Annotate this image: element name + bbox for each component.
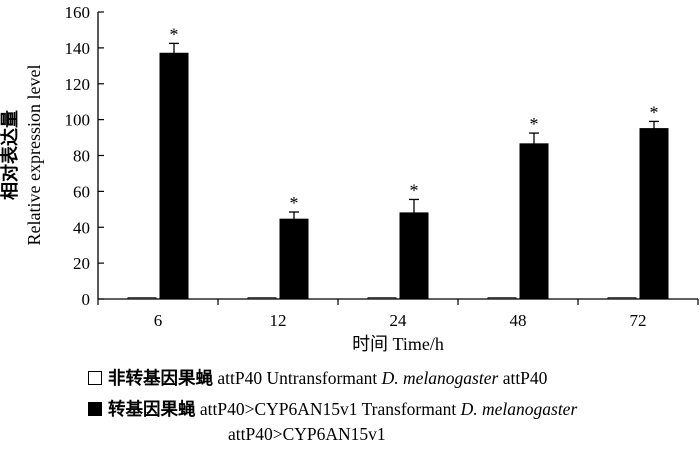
- bar-transformed: [159, 52, 189, 300]
- y-tick-label: 160: [65, 3, 91, 22]
- x-tick-label: 24: [390, 311, 408, 330]
- legend-swatch-untransformed: [88, 371, 102, 385]
- legend-en-suffix-transformed: attP40>CYP6AN15v1: [228, 424, 386, 444]
- x-tick-label: 12: [270, 311, 287, 330]
- significance-marker: *: [410, 180, 419, 200]
- x-tick-label: 72: [630, 311, 647, 330]
- x-tick-label: 48: [510, 311, 527, 330]
- significance-marker: *: [290, 193, 299, 213]
- y-tick-label: 120: [65, 75, 91, 94]
- bar-transformed: [639, 128, 669, 300]
- bar-transformed: [519, 143, 549, 300]
- bar-transformed: [279, 218, 309, 300]
- legend-en-suffix-untransformed: attP40: [502, 368, 548, 388]
- significance-marker: *: [170, 24, 179, 44]
- significance-marker: *: [650, 102, 659, 122]
- significance-marker: *: [530, 114, 539, 134]
- legend-species-untransformed: D. melanogaster: [381, 368, 499, 388]
- bars: * * * * *: [127, 24, 669, 300]
- y-tick-label: 60: [73, 182, 90, 201]
- y-tick-label: 40: [73, 218, 90, 237]
- y-tick-label: 100: [65, 111, 91, 130]
- bar-chart: 0 20 40 60 80 100 120 140 160 6 12 24 48 72 * * * * * 相对…: [0, 3, 699, 354]
- bar-transformed: [399, 212, 429, 300]
- legend-cn-untransformed: 非转基因果蝇: [108, 369, 213, 389]
- y-tick-label: 80: [73, 147, 90, 166]
- x-axis-title: 时间 Time/h: [352, 334, 444, 354]
- y-axis-title-english: Relative expression level: [24, 65, 44, 246]
- bar-untransformed: [487, 297, 517, 300]
- bar-untransformed: [247, 297, 277, 300]
- legend-species-transformed: D. melanogaster: [460, 399, 578, 419]
- x-axis: 6 12 24 48 72: [97, 298, 699, 330]
- y-tick-label: 20: [73, 254, 90, 273]
- y-axis: 0 20 40 60 80 100 120 140 160: [65, 3, 104, 309]
- legend-transformed: 转基因果蝇 attP40>CYP6AN15v1 Transformant D. …: [88, 397, 577, 446]
- y-axis-title-chinese: 相对表达量: [0, 110, 21, 200]
- bar-untransformed: [367, 297, 397, 300]
- legend-cn-transformed: 转基因果蝇: [108, 400, 196, 420]
- bar-untransformed: [127, 297, 157, 300]
- y-tick-label: 140: [65, 39, 91, 58]
- x-tick-label: 6: [154, 311, 163, 330]
- y-tick-label: 0: [82, 290, 91, 309]
- legend-en-prefix-transformed: attP40>CYP6AN15v1 Transformant: [199, 399, 457, 419]
- legend-swatch-transformed: [88, 402, 102, 416]
- legend-untransformed: 非转基因果蝇 attP40 Untransformant D. melanoga…: [88, 366, 547, 391]
- legend-en-prefix-untransformed: attP40 Untransformant: [217, 368, 378, 388]
- bar-untransformed: [607, 297, 637, 300]
